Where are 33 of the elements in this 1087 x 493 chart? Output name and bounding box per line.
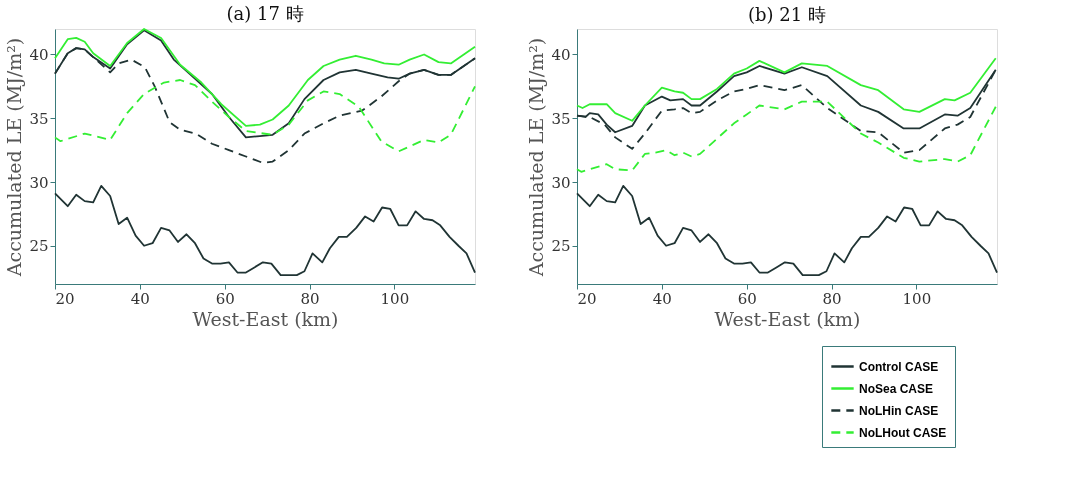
y-tick-label: 35	[29, 109, 49, 128]
legend-label: NoLHin CASE	[859, 403, 939, 418]
x-tick-label: 60	[215, 289, 235, 308]
x-axis-title: West-East (km)	[714, 307, 861, 330]
line-series	[576, 100, 997, 173]
x-tick-label: 80	[300, 289, 320, 308]
legend-label: NoLHout CASE	[859, 425, 947, 440]
line-series	[576, 184, 998, 276]
x-tick-label: 40	[652, 289, 672, 308]
y-tick-label: 25	[29, 237, 49, 256]
y-tick-label: 40	[551, 46, 571, 64]
x-tick-label: 20	[577, 289, 597, 308]
x-axis-title: West-East (km)	[192, 307, 339, 330]
x-tick-label: 100	[380, 289, 410, 308]
legend-label: Control CASE	[859, 359, 939, 374]
chart-title: (b) 21 時	[748, 4, 826, 25]
y-tick-label: 40	[29, 46, 49, 64]
y-tick-label: 30	[551, 173, 571, 192]
y-axis-title: Accumulated LE (MJ/m²)	[3, 37, 26, 278]
x-tick-label: 100	[902, 289, 932, 308]
x-tick-label: 60	[737, 289, 757, 308]
y-axis-title: Accumulated LE (MJ/m²)	[525, 37, 548, 278]
legend-label: NoSea CASE	[859, 381, 934, 396]
x-tick-label: 40	[130, 289, 150, 308]
line-series	[54, 184, 476, 276]
y-tick-label: 35	[551, 109, 571, 128]
y-tick-label: 30	[29, 173, 49, 192]
x-tick-label: 20	[55, 289, 75, 308]
line-series	[576, 57, 997, 122]
y-tick-label: 25	[551, 237, 571, 256]
x-tick-label: 80	[822, 289, 842, 308]
line-series	[54, 79, 476, 153]
chart-title: (a) 17 時	[226, 3, 304, 25]
